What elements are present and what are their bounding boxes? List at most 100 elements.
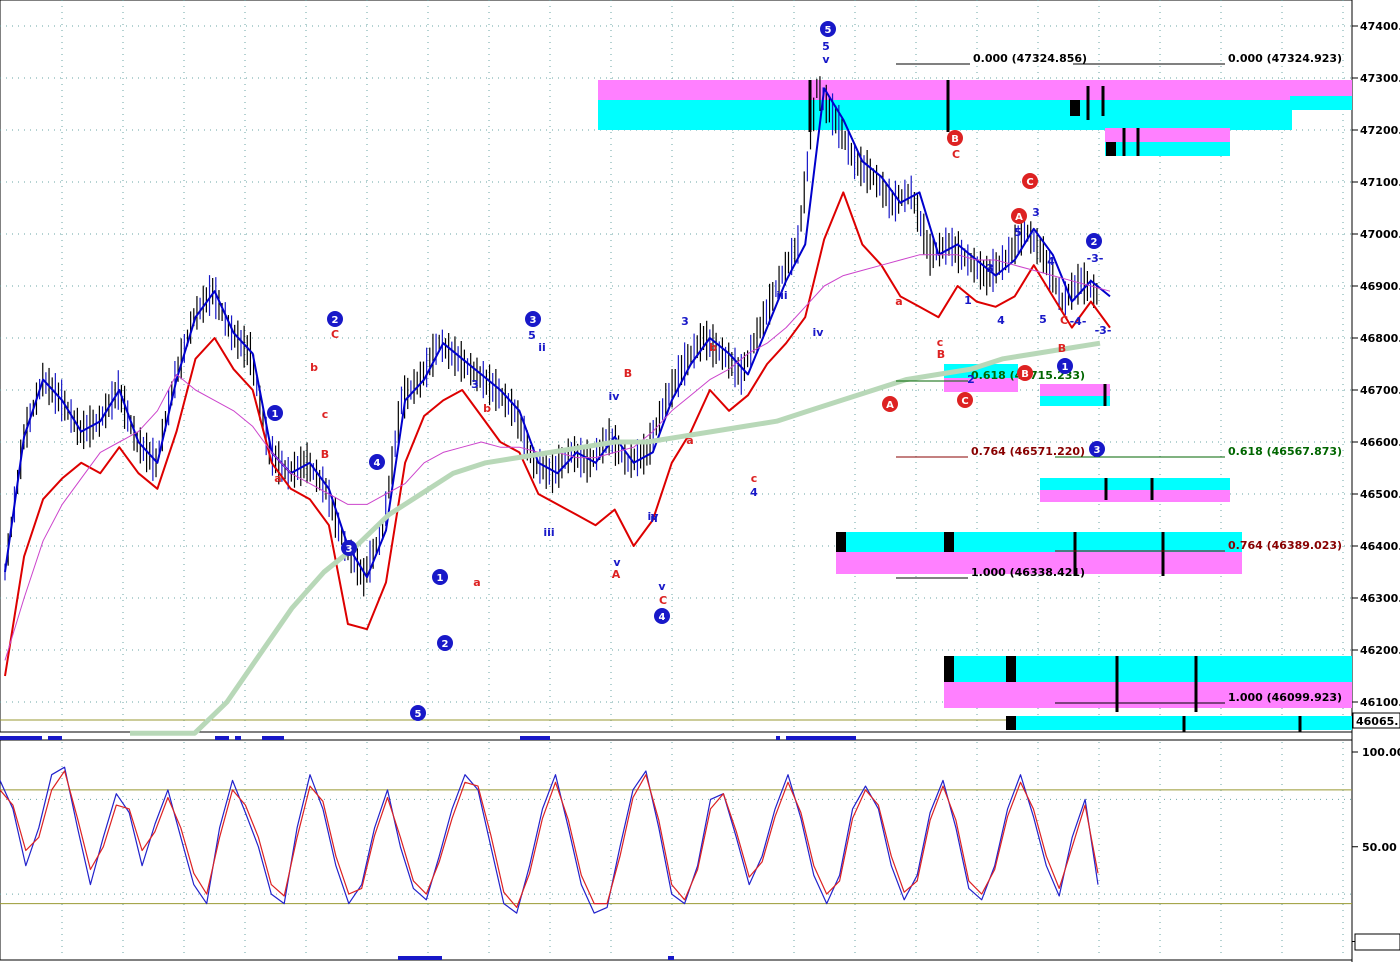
wave-circle [437, 635, 453, 651]
wave-circle-label: 1 [272, 409, 279, 420]
wave-label: b [483, 402, 491, 415]
wave-label: iv [813, 326, 825, 339]
wave-circle-label: B [951, 134, 959, 145]
wave-circle-label: B [1021, 369, 1029, 380]
y-tick-label: 46500. [1360, 488, 1400, 501]
wave-label: 5 [1014, 226, 1022, 239]
wave-label: 4 [1047, 255, 1055, 268]
wave-circle-label: C [961, 396, 968, 407]
wave-label: C [1060, 314, 1068, 327]
osc-y-tick-label: 100.00 [1362, 746, 1400, 759]
wave-circle [957, 392, 973, 408]
y-tick-label: 46800. [1360, 332, 1400, 345]
fib-zone [944, 682, 1352, 708]
wave-circle [327, 311, 343, 327]
fib-zone [1010, 716, 1352, 730]
zone-block [1006, 716, 1016, 730]
wave-circle-label: 4 [659, 612, 666, 623]
y-tick-label: 47400. [1360, 20, 1400, 33]
wave-circle-label: 2 [1091, 237, 1098, 248]
wave-circle-label: A [886, 400, 894, 411]
wave-circle [1011, 208, 1027, 224]
wave-circle [341, 540, 357, 556]
fib-zone [944, 364, 1018, 378]
fib-zone [598, 80, 1292, 100]
wave-circle-label: 5 [825, 25, 832, 36]
wave-circle-label: 4 [374, 458, 381, 469]
wave-circle-label: 2 [442, 639, 449, 650]
wave-label: 4 [997, 314, 1005, 327]
signal-marker [262, 736, 284, 740]
last-price-marker-box [1352, 712, 1400, 729]
wave-label: A [612, 568, 621, 581]
series-line [4, 191, 1111, 677]
signal-marker [786, 736, 856, 740]
fib-zone [1105, 142, 1230, 156]
wave-label: C [952, 148, 960, 161]
wave-circle [947, 130, 963, 146]
wave-circle-label: 5 [415, 709, 422, 720]
wave-label: 2 [967, 373, 975, 386]
wave-label: iii [776, 289, 787, 302]
wave-labels: 12 34125345ABCACB123aCbcBab35iiiiiBivvAiv… [267, 21, 1111, 721]
wave-circle [1086, 233, 1102, 249]
wave-label: a [473, 576, 480, 589]
series-line [4, 87, 1111, 579]
wave-label: B [321, 448, 329, 461]
y-tick-label: 46400. [1360, 540, 1400, 553]
wave-label: -3- [1095, 324, 1112, 337]
fib-levels: 0.000 (47324.856) 0.000 (47324.923) 0.618 … [896, 52, 1342, 704]
fib-label: 0.000 (47324.856) [973, 52, 1087, 65]
wave-label: c [937, 336, 944, 349]
y-tick-label: 47200. [1360, 124, 1400, 137]
fib-zone [836, 552, 1242, 574]
signal-marker [398, 956, 442, 960]
fib-zone [1040, 490, 1230, 502]
wave-circle-label: A [1015, 212, 1023, 223]
wave-label: c [322, 408, 329, 421]
wave-label: C [331, 328, 339, 341]
wave-label: 5 [528, 329, 536, 342]
fib-zones [598, 80, 1352, 732]
y-tick-label: 46200. [1360, 644, 1400, 657]
wave-circle-label: 3 [346, 544, 353, 555]
wave-circle [525, 311, 541, 327]
wave-label: iv [648, 510, 660, 523]
y-tick-label: 47000. [1360, 228, 1400, 241]
fib-label: 0.764 (46571.220) [971, 445, 1085, 458]
fib-zone [1290, 96, 1352, 110]
wave-label: b [310, 361, 318, 374]
wave-circle-label: 1 [437, 573, 444, 584]
signal-marker [776, 736, 780, 740]
y-tick-label: 47100. [1360, 176, 1400, 189]
wave-circle [1057, 358, 1073, 374]
zone-block [1006, 656, 1016, 682]
wave-circle-label: 3 [1094, 445, 1101, 456]
fib-zone [1040, 396, 1110, 406]
y-tick-label: 47300. [1360, 72, 1400, 85]
wave-label: 4 [750, 486, 758, 499]
wave-label: a [274, 472, 281, 485]
fib-zone [1150, 80, 1352, 100]
oscillator-line [0, 770, 1099, 909]
wave-label: B [937, 348, 945, 361]
osc-y-tick-label: 50.00 [1362, 841, 1397, 854]
wave-label: ii [650, 512, 658, 525]
wave-circle [369, 454, 385, 470]
wave-label: 5 [1039, 313, 1047, 326]
zone-block [836, 532, 846, 552]
signal-marker [520, 736, 550, 740]
zone-block [944, 656, 954, 682]
zone-block [1070, 100, 1080, 116]
wave-circle-label: 3 [530, 315, 537, 326]
signal-marker [668, 956, 674, 960]
wave-label: v [658, 580, 666, 593]
signal-marker [235, 736, 241, 740]
wave-label: a [686, 434, 693, 447]
series-line [130, 340, 1101, 736]
fib-zone [836, 532, 1242, 552]
y-tick-label: 46600. [1360, 436, 1400, 449]
fib-label: 0.000 (47324.923) [1228, 52, 1342, 65]
signal-marker [48, 736, 62, 740]
